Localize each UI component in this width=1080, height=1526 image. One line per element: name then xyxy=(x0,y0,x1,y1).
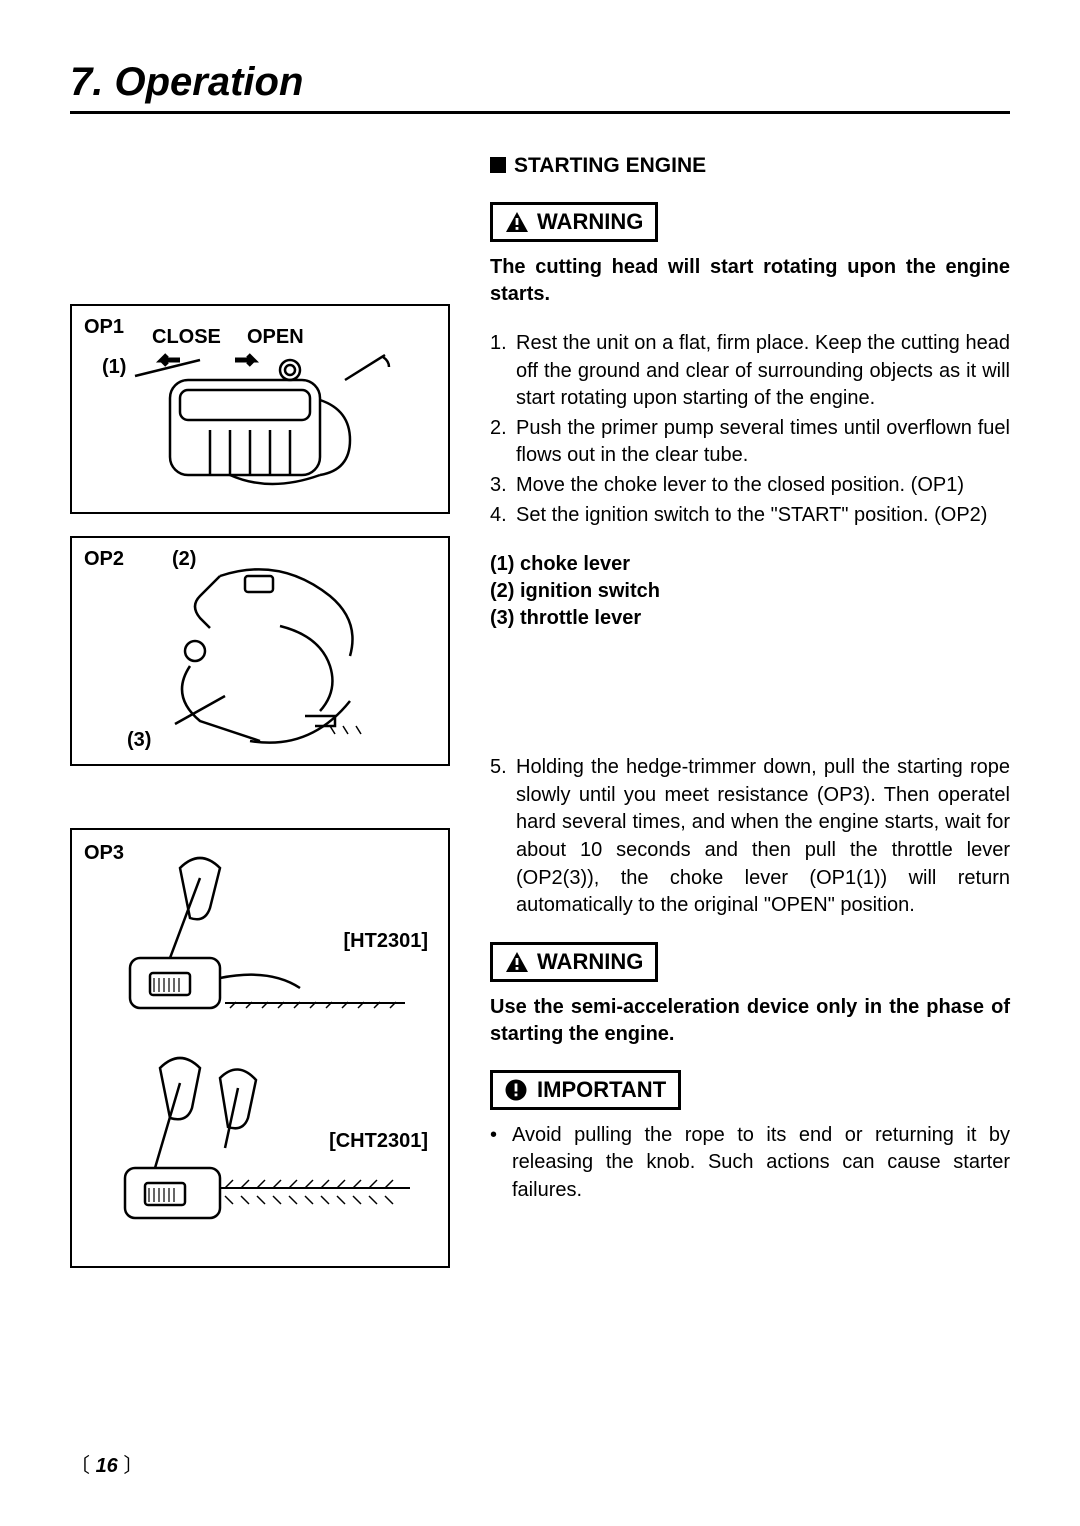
warning-label-2: WARNING xyxy=(537,949,643,975)
figure-op1: OP1 CLOSE OPEN (1) xyxy=(70,304,450,514)
step-4: 4.Set the ignition switch to the "START"… xyxy=(490,502,1010,530)
page-number: 〔 16 〕 xyxy=(70,1449,143,1478)
step-2: 2.Push the primer pump several times unt… xyxy=(490,415,1010,470)
step-5: 5.Holding the hedge-trimmer down, pull t… xyxy=(490,754,1010,920)
warning-label-1: WARNING xyxy=(537,209,643,235)
parts-legend: (1) choke lever (2) ignition switch (3) … xyxy=(490,551,1010,632)
figure-op3: OP3 [HT2301] [CHT2301] xyxy=(70,828,450,1268)
warning-callout-1: WARNING xyxy=(490,202,658,242)
startup-steps-2: 5.Holding the hedge-trimmer down, pull t… xyxy=(490,754,1010,920)
important-bullet-1: •Avoid pulling the rope to its end or re… xyxy=(490,1122,1010,1205)
important-circle-icon xyxy=(505,1079,529,1101)
content-columns: OP1 CLOSE OPEN (1) xyxy=(70,154,1010,1290)
important-label: IMPORTANT xyxy=(537,1077,666,1103)
text-column: STARTING ENGINE WARNING The cutting head… xyxy=(490,154,1010,1290)
section-heading-text: STARTING ENGINE xyxy=(514,154,706,177)
section-heading: STARTING ENGINE xyxy=(490,154,1010,178)
startup-steps-1: 1.Rest the unit on a flat, firm place. K… xyxy=(490,330,1010,529)
figures-column: OP1 CLOSE OPEN (1) xyxy=(70,154,450,1290)
step-1: 1.Rest the unit on a flat, firm place. K… xyxy=(490,330,1010,413)
pull-start-illustration xyxy=(80,838,430,1248)
bullet-square-icon xyxy=(490,157,506,173)
warning-triangle-icon xyxy=(505,951,529,973)
step-3: 3.Move the choke lever to the closed pos… xyxy=(490,472,1010,500)
part-item-1: (1) choke lever xyxy=(490,551,1010,578)
part-item-2: (2) ignition switch xyxy=(490,578,1010,605)
chapter-title: 7. Operation xyxy=(70,60,1010,114)
handle-switch-illustration xyxy=(80,546,430,756)
warning-text-1: The cutting head will start rotating upo… xyxy=(490,254,1010,308)
part-item-3: (3) throttle lever xyxy=(490,605,1010,632)
warning-triangle-icon xyxy=(505,211,529,233)
important-callout: IMPORTANT xyxy=(490,1070,681,1110)
figure-op2: OP2 (2) (3) xyxy=(70,536,450,766)
engine-choke-illustration xyxy=(80,320,430,500)
important-bullets: •Avoid pulling the rope to its end or re… xyxy=(490,1122,1010,1205)
warning-callout-2: WARNING xyxy=(490,942,658,982)
warning-text-2: Use the semi-acceleration device only in… xyxy=(490,994,1010,1048)
